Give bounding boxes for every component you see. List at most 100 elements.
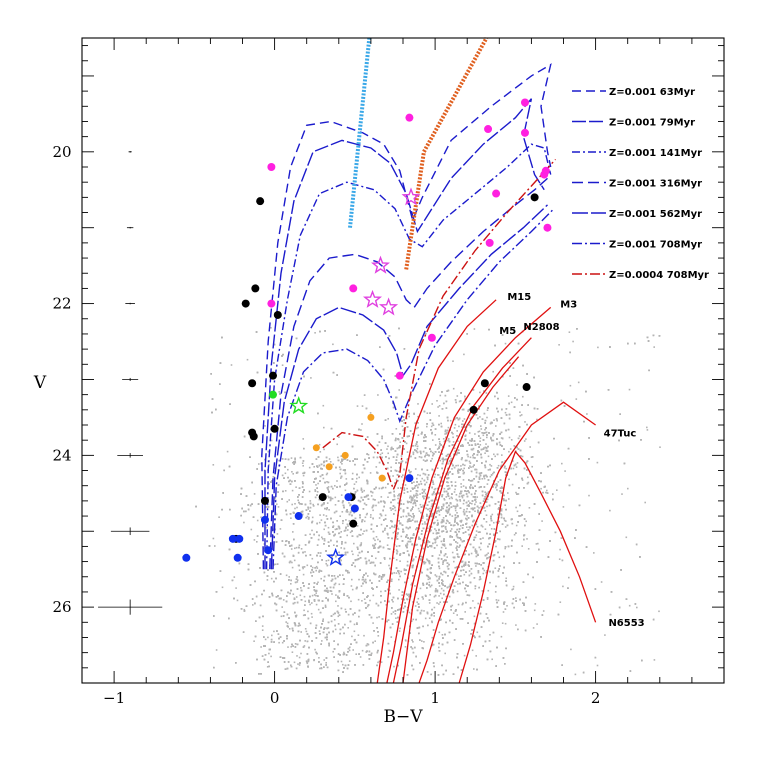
field-star	[332, 613, 335, 616]
field-star	[404, 646, 407, 648]
field-star	[397, 495, 399, 497]
field-star	[545, 491, 547, 494]
field-star	[435, 511, 438, 513]
field-star	[459, 476, 461, 478]
field-star	[419, 493, 421, 495]
field-star	[320, 577, 322, 580]
field-star	[384, 558, 386, 560]
field-star	[369, 562, 372, 564]
field-star	[335, 594, 337, 596]
field-star	[406, 542, 409, 545]
field-star	[344, 489, 347, 492]
field-star	[474, 548, 477, 550]
field-star	[628, 604, 631, 607]
field-star	[493, 419, 495, 421]
field-star	[516, 462, 519, 464]
field-star	[400, 535, 403, 538]
field-star	[443, 440, 446, 443]
field-star	[503, 519, 506, 522]
field-star	[417, 426, 419, 429]
field-star	[491, 513, 494, 516]
field-star	[479, 391, 481, 394]
field-star	[440, 546, 443, 549]
field-star	[439, 535, 441, 538]
field-star	[395, 428, 398, 430]
field-star	[290, 517, 292, 519]
field-star	[486, 416, 488, 419]
field-star	[457, 583, 459, 585]
field-star	[337, 456, 339, 459]
field-star	[424, 492, 427, 495]
field-star	[367, 575, 369, 577]
field-star	[429, 594, 431, 596]
field-star	[460, 465, 462, 467]
field-star	[452, 433, 454, 435]
field-star	[463, 563, 465, 566]
field-star	[455, 516, 458, 519]
field-star	[456, 614, 458, 616]
field-star	[484, 498, 487, 500]
field-star	[434, 487, 437, 490]
field-star	[403, 492, 406, 494]
field-star	[280, 615, 283, 618]
field-star	[292, 473, 294, 475]
field-star	[475, 565, 477, 567]
field-star	[359, 656, 362, 658]
field-star	[340, 531, 342, 533]
field-star	[291, 561, 293, 564]
field-star	[438, 441, 441, 443]
field-star	[433, 476, 436, 478]
field-star	[369, 516, 372, 518]
field-star	[556, 489, 558, 491]
field-star	[301, 481, 304, 483]
field-star	[486, 598, 489, 600]
field-star	[609, 509, 611, 512]
field-star	[445, 528, 447, 530]
field-star	[381, 452, 384, 454]
field-star	[494, 455, 496, 458]
field-star	[360, 585, 363, 587]
field-star	[441, 597, 443, 600]
field-star	[297, 552, 300, 554]
field-star	[311, 616, 313, 618]
field-star	[480, 506, 482, 508]
field-star	[303, 645, 306, 647]
field-star	[409, 497, 411, 499]
field-star	[253, 640, 255, 642]
field-star	[304, 551, 306, 553]
field-star	[441, 634, 444, 636]
field-star	[325, 473, 328, 476]
field-star	[361, 600, 363, 602]
field-star	[438, 585, 441, 587]
field-star	[460, 492, 462, 495]
field-star	[321, 536, 323, 539]
field-star	[456, 430, 458, 432]
field-star	[363, 634, 365, 637]
field-star	[424, 561, 427, 564]
field-star	[305, 630, 308, 633]
field-star	[387, 496, 389, 498]
field-star	[291, 503, 293, 506]
field-star	[486, 409, 489, 411]
field-star	[478, 430, 481, 433]
field-star	[328, 458, 331, 460]
field-star	[352, 553, 354, 556]
field-star	[448, 507, 451, 510]
field-star	[318, 657, 320, 659]
field-star	[519, 414, 522, 417]
field-star	[281, 606, 283, 608]
field-star	[431, 451, 434, 454]
field-star	[392, 531, 395, 534]
field-star	[511, 483, 514, 486]
field-star	[530, 430, 533, 433]
field-star	[236, 599, 239, 602]
field-star	[299, 594, 302, 597]
field-star	[355, 481, 358, 483]
field-star	[572, 340, 574, 343]
field-star	[423, 641, 425, 643]
field-star	[541, 520, 543, 522]
field-star	[492, 370, 494, 373]
field-star	[433, 615, 435, 617]
field-star	[419, 474, 421, 477]
field-star	[264, 638, 267, 641]
